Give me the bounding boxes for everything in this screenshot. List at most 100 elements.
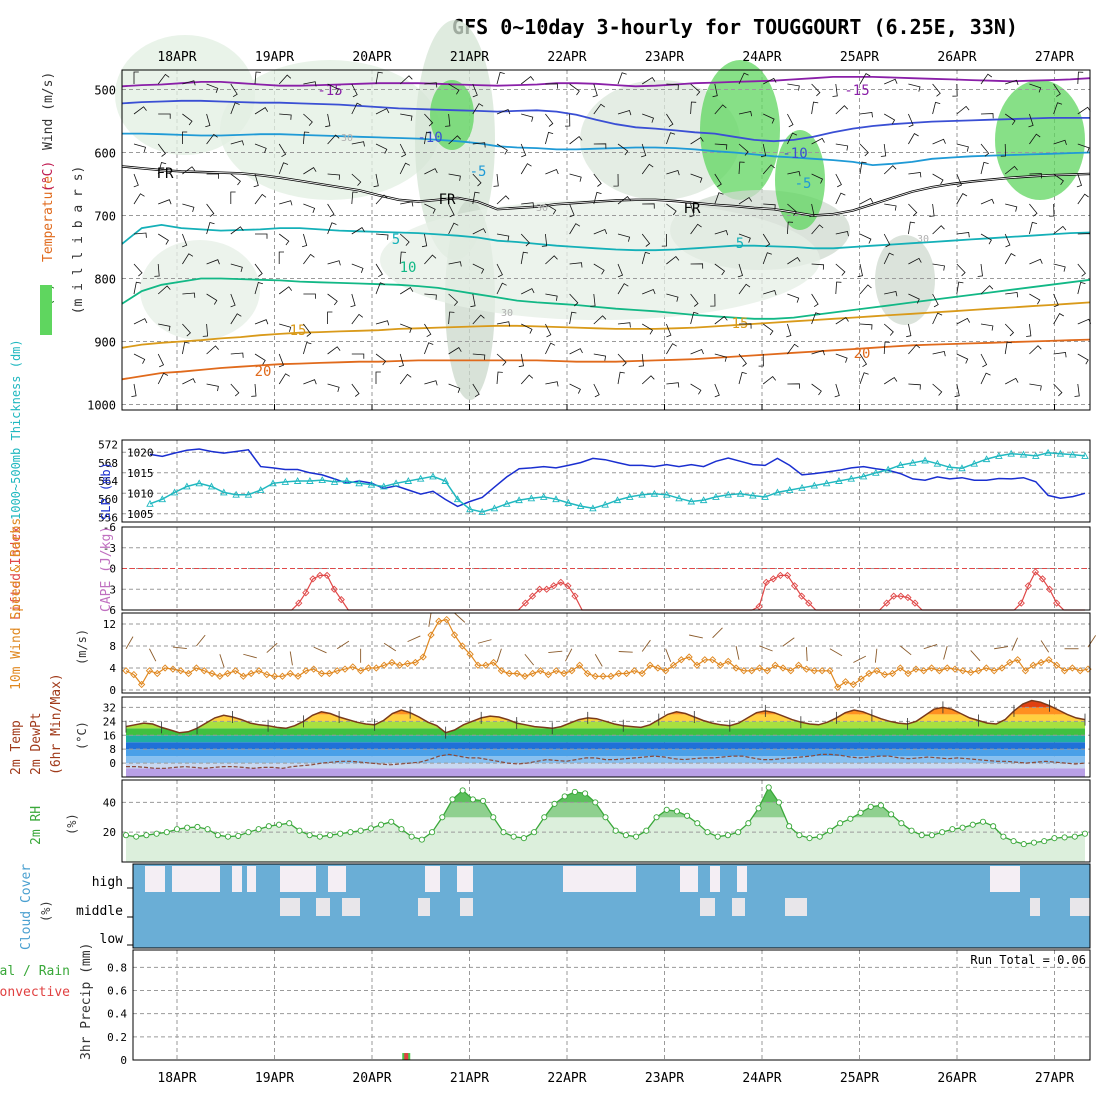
wind-barb bbox=[133, 173, 139, 188]
rh-point bbox=[1020, 841, 1027, 848]
cloud-middle-block bbox=[700, 898, 715, 916]
wind-barb bbox=[351, 173, 362, 186]
wind-barb-10m bbox=[336, 640, 350, 650]
wind-barb bbox=[133, 193, 145, 205]
date-label-top: 22APR bbox=[547, 50, 586, 65]
wind-barb bbox=[424, 342, 434, 355]
wind-barb bbox=[158, 113, 171, 119]
rh-point bbox=[979, 818, 987, 825]
cloud-middle-block bbox=[460, 898, 473, 916]
wind-barb bbox=[738, 233, 751, 243]
millibars-label: (m i l l i b a r s) bbox=[71, 166, 86, 315]
rh-point bbox=[888, 811, 895, 818]
wind-barb bbox=[811, 293, 819, 308]
wind-point bbox=[450, 631, 459, 639]
wind-barb bbox=[787, 171, 801, 177]
wind-barb bbox=[738, 111, 753, 117]
wind-barb bbox=[373, 173, 379, 188]
wind-barb bbox=[230, 313, 242, 325]
wind-barb bbox=[133, 106, 147, 115]
rh-point bbox=[857, 809, 864, 816]
li-point bbox=[1053, 599, 1061, 607]
wind-point bbox=[701, 656, 709, 664]
wind-barb bbox=[642, 288, 656, 295]
wind-barb bbox=[883, 233, 891, 248]
li-point bbox=[783, 571, 792, 580]
rh-point bbox=[653, 814, 660, 821]
wind-barb bbox=[206, 383, 219, 392]
wind-barb bbox=[980, 161, 989, 175]
li-point bbox=[295, 599, 303, 607]
pressure-tick-label: 1000 bbox=[87, 399, 116, 413]
wind-point bbox=[388, 658, 396, 667]
rh-point bbox=[143, 832, 150, 839]
rh-ylabel: 2m RH bbox=[29, 806, 44, 845]
wind-barb bbox=[541, 233, 548, 247]
li-point bbox=[897, 592, 905, 600]
wind-barb bbox=[1053, 352, 1067, 358]
wind-barb-10m bbox=[196, 634, 206, 647]
wind-barb bbox=[666, 323, 672, 338]
wind-barb bbox=[666, 113, 674, 128]
wind-barb-10m bbox=[853, 655, 867, 663]
axes-layer: 18APR 18APR 19APR 19APR 20APR 20APR 21APR 21APR… bbox=[0, 50, 1091, 1086]
rh-fill bbox=[126, 787, 1085, 862]
wind-point bbox=[255, 667, 263, 675]
wind-barb bbox=[327, 83, 339, 94]
pressure-tick-label: 700 bbox=[94, 210, 116, 224]
rh-point bbox=[214, 832, 221, 839]
wind-barb bbox=[448, 347, 462, 355]
wind-barb bbox=[738, 323, 752, 329]
wind-barb-10m bbox=[900, 645, 912, 656]
chart-title: GFS 0~10day 3-hourly for TOUGGOURT (6.25… bbox=[452, 15, 1018, 39]
wind-barb bbox=[809, 203, 815, 218]
wind-barb bbox=[932, 263, 945, 271]
wind-barb bbox=[133, 143, 146, 153]
date-label-bottom: 19APR bbox=[255, 1071, 294, 1086]
wind-barb bbox=[1074, 383, 1080, 397]
wind-barb bbox=[787, 132, 798, 145]
wind-barb bbox=[521, 202, 534, 208]
li-point bbox=[316, 571, 324, 580]
wind-barb bbox=[1049, 203, 1055, 217]
wind-point bbox=[615, 669, 623, 678]
wind-point bbox=[489, 658, 498, 667]
temp-band bbox=[126, 721, 1085, 729]
wind-barb bbox=[545, 83, 558, 89]
wind-barb bbox=[472, 173, 482, 187]
rh-point bbox=[388, 818, 395, 825]
temp-band bbox=[126, 728, 1085, 736]
wind-point bbox=[583, 669, 592, 678]
wind-barb bbox=[617, 233, 631, 242]
rh-point bbox=[592, 799, 599, 806]
wind-barb bbox=[569, 203, 575, 218]
temp-ylabel: (6hr Min/Max) bbox=[49, 673, 64, 775]
wind-barb bbox=[811, 224, 824, 235]
wind-barb bbox=[1053, 293, 1059, 308]
li-point bbox=[323, 571, 331, 580]
wind-barb bbox=[883, 341, 890, 355]
cloud-middle-block bbox=[280, 898, 300, 916]
contour-label: FR bbox=[157, 166, 174, 182]
wind-barb bbox=[253, 173, 259, 188]
date-label-bottom: 23APR bbox=[645, 1071, 684, 1086]
wind-barb bbox=[1005, 292, 1019, 298]
wind-point bbox=[599, 672, 607, 680]
wind-point bbox=[982, 664, 990, 672]
temp-band bbox=[126, 763, 1085, 769]
wind-barb bbox=[202, 323, 209, 337]
wind-barb-10m bbox=[1040, 640, 1050, 653]
cloud-level-label: high bbox=[92, 875, 123, 890]
wind-barb bbox=[617, 196, 631, 205]
wind-barb-10m bbox=[454, 612, 466, 623]
wind-barb bbox=[593, 383, 600, 398]
wind-point bbox=[896, 664, 904, 672]
li-tick-label: -6 bbox=[103, 521, 116, 534]
wind-barb bbox=[859, 112, 873, 118]
wind-barb bbox=[980, 353, 988, 368]
wind-barb-10m bbox=[1087, 635, 1097, 648]
wind-barb bbox=[908, 133, 919, 145]
wind-point bbox=[364, 664, 373, 672]
contour-5 bbox=[121, 223, 1091, 252]
wind-point bbox=[333, 667, 341, 675]
